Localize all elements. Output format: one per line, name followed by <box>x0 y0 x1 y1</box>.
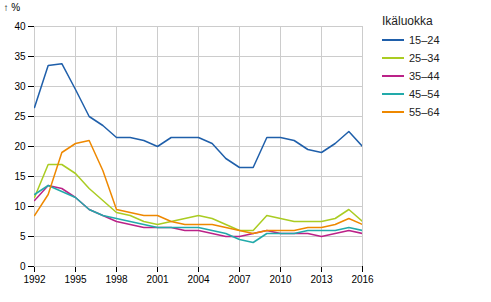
svg-text:15: 15 <box>14 171 26 182</box>
svg-text:2016: 2016 <box>351 274 374 285</box>
svg-text:1992: 1992 <box>23 274 46 285</box>
svg-text:2007: 2007 <box>228 274 251 285</box>
svg-text:2001: 2001 <box>146 274 169 285</box>
svg-text:25: 25 <box>14 111 26 122</box>
svg-text:1998: 1998 <box>105 274 128 285</box>
svg-text:0: 0 <box>20 261 26 272</box>
svg-text:2004: 2004 <box>187 274 210 285</box>
html-text:45–54: 45–54 <box>409 88 440 100</box>
svg-text:5: 5 <box>20 231 26 242</box>
svg-text:1995: 1995 <box>64 274 87 285</box>
html-text:25–34: 25–34 <box>409 52 440 64</box>
html-text:15–24: 15–24 <box>409 34 440 46</box>
svg-text:40: 40 <box>14 21 26 32</box>
html-text:35–44: 35–44 <box>409 70 440 82</box>
html-text:55–64: 55–64 <box>409 106 440 118</box>
svg-text:2010: 2010 <box>269 274 292 285</box>
svg-text:↑ %: ↑ % <box>4 2 21 13</box>
svg-text:30: 30 <box>14 81 26 92</box>
svg-text:2013: 2013 <box>310 274 333 285</box>
html-text:Ikäluokka: Ikäluokka <box>382 14 433 28</box>
svg-text:20: 20 <box>14 141 26 152</box>
svg-text:35: 35 <box>14 51 26 62</box>
svg-text:10: 10 <box>14 201 26 212</box>
